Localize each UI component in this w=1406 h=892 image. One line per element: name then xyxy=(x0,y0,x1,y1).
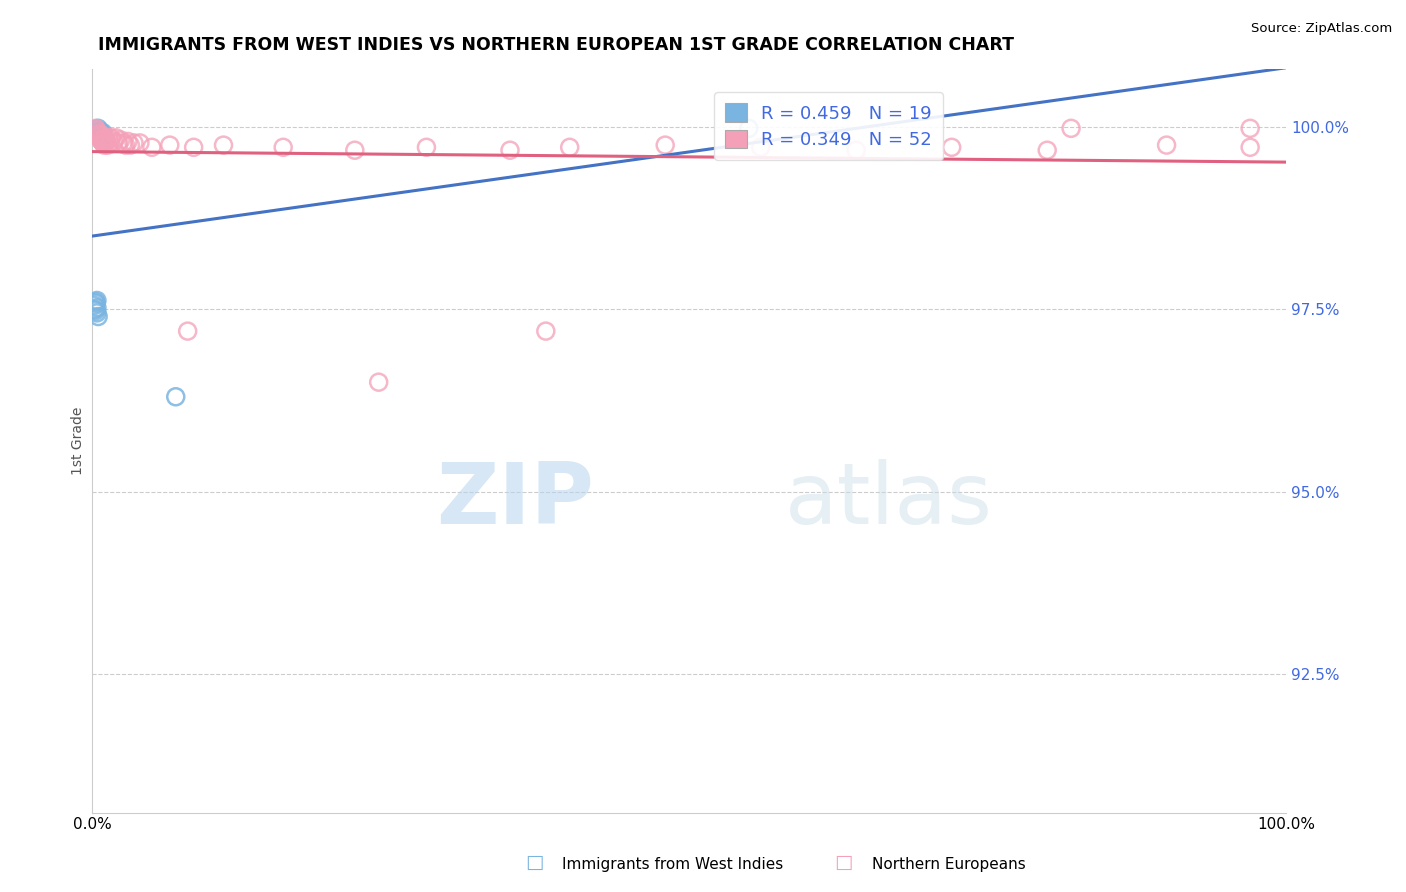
Point xyxy=(87,127,110,141)
Text: ZIP: ZIP xyxy=(436,458,593,541)
Point xyxy=(86,306,108,320)
Point xyxy=(90,133,112,147)
Text: □: □ xyxy=(524,854,544,872)
Point xyxy=(90,131,112,145)
Point xyxy=(110,133,132,147)
Point xyxy=(117,135,139,149)
Point xyxy=(94,136,117,150)
Point xyxy=(91,126,114,140)
Point xyxy=(114,138,136,153)
Point xyxy=(86,301,108,315)
Point xyxy=(176,324,198,338)
Text: atlas: atlas xyxy=(785,458,993,541)
Point xyxy=(87,126,110,140)
Point xyxy=(749,140,772,154)
Point xyxy=(159,138,181,153)
Point xyxy=(90,128,112,143)
Point xyxy=(165,390,187,404)
Point xyxy=(94,131,117,145)
Point xyxy=(103,135,125,149)
Point xyxy=(1239,121,1261,136)
Point xyxy=(97,131,120,145)
Point xyxy=(120,138,142,153)
Point xyxy=(141,140,163,154)
Point xyxy=(90,127,112,141)
Point xyxy=(83,302,105,317)
Point xyxy=(90,128,112,143)
Point xyxy=(105,131,128,145)
Point xyxy=(84,296,107,310)
Text: IMMIGRANTS FROM WEST INDIES VS NORTHERN EUROPEAN 1ST GRADE CORRELATION CHART: IMMIGRANTS FROM WEST INDIES VS NORTHERN … xyxy=(98,36,1014,54)
Point xyxy=(91,136,114,150)
Point xyxy=(89,123,111,137)
Point xyxy=(558,140,581,154)
Point xyxy=(87,121,110,136)
Point xyxy=(90,127,112,141)
Point xyxy=(93,133,115,147)
Point xyxy=(1036,143,1059,157)
Point xyxy=(499,143,522,157)
Point xyxy=(1156,138,1178,153)
Point xyxy=(212,138,235,153)
Point xyxy=(122,136,145,150)
Point xyxy=(367,375,389,389)
Point xyxy=(97,138,120,153)
Point xyxy=(415,140,437,154)
Point xyxy=(90,125,112,139)
Point xyxy=(112,136,135,150)
Point xyxy=(96,135,118,149)
Point xyxy=(87,310,110,324)
Point xyxy=(89,128,111,143)
Point xyxy=(91,135,114,149)
Point xyxy=(343,143,366,157)
Point xyxy=(84,294,107,309)
Legend: R = 0.459   N = 19, R = 0.349   N = 52: R = 0.459 N = 19, R = 0.349 N = 52 xyxy=(714,93,942,160)
Point xyxy=(84,121,107,136)
Point xyxy=(86,293,108,308)
Text: Immigrants from West Indies: Immigrants from West Indies xyxy=(562,857,783,872)
Point xyxy=(107,136,129,150)
Y-axis label: 1st Grade: 1st Grade xyxy=(72,407,86,475)
Point xyxy=(1239,140,1261,154)
Point xyxy=(100,131,122,145)
Point xyxy=(941,140,963,154)
Point xyxy=(91,131,114,145)
Point xyxy=(534,324,557,338)
Text: Source: ZipAtlas.com: Source: ZipAtlas.com xyxy=(1251,22,1392,36)
Point xyxy=(84,303,107,318)
Point xyxy=(271,140,294,154)
Point xyxy=(183,140,205,154)
Point xyxy=(845,143,868,157)
Point xyxy=(86,123,108,137)
Point xyxy=(90,135,112,149)
Point xyxy=(93,138,115,153)
Point xyxy=(129,136,152,150)
Point xyxy=(654,138,676,153)
Point xyxy=(83,299,105,313)
Point xyxy=(738,121,761,136)
Point xyxy=(89,131,111,145)
Point xyxy=(98,136,121,150)
Text: Northern Europeans: Northern Europeans xyxy=(872,857,1025,872)
Point xyxy=(1060,121,1083,136)
Text: □: □ xyxy=(834,854,853,872)
